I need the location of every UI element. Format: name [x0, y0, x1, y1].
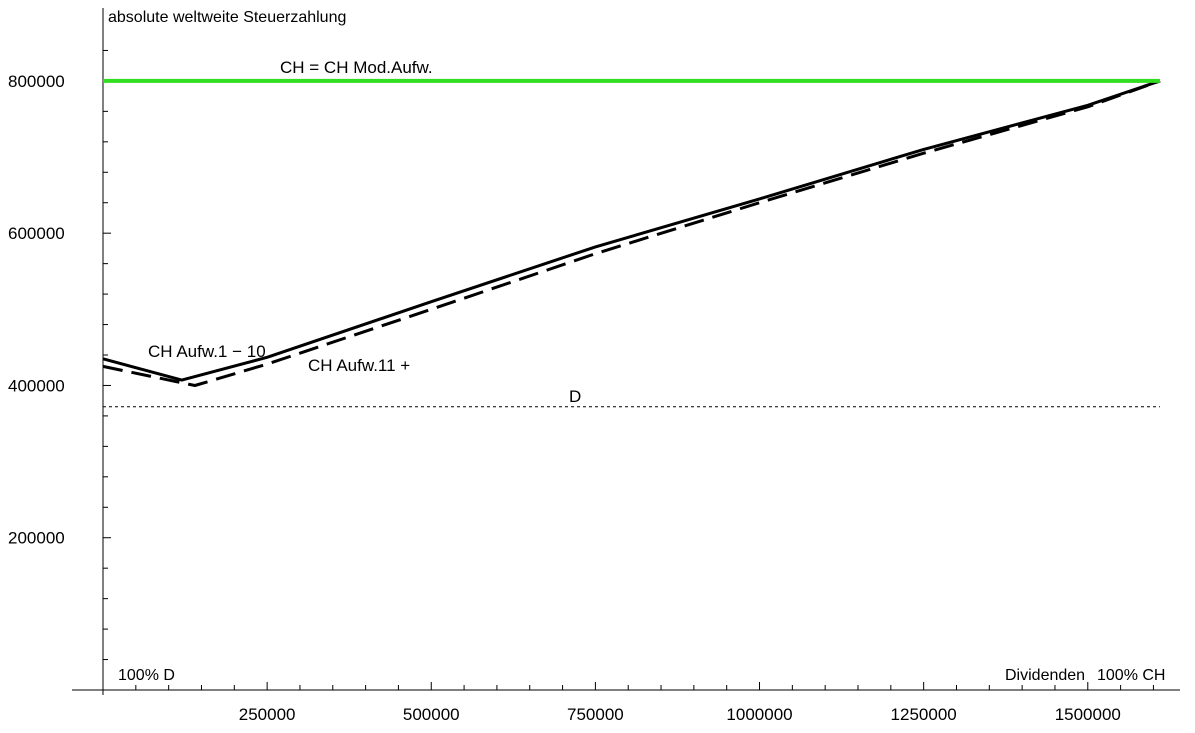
- corner-right-label: 100% CH: [1097, 667, 1165, 684]
- y-tick-label: 600000: [8, 224, 65, 243]
- series-layer: [102, 78, 1161, 408]
- series-line-dashed-black: [102, 79, 1161, 387]
- series-label-solid: CH Aufw.1 − 10: [148, 342, 266, 361]
- y-tick-label: 400000: [8, 376, 65, 395]
- x-tick-label: 1500000: [1055, 705, 1121, 724]
- x-tick-label: 250000: [239, 705, 296, 724]
- y-tick-label: 800000: [8, 72, 65, 91]
- minor-ticks: [103, 49, 1154, 690]
- x-tick-label: 750000: [567, 705, 624, 724]
- series-label-green: CH = CH Mod.Aufw.: [280, 58, 433, 77]
- x-tick-label: 1000000: [726, 705, 792, 724]
- series-line-solid-black: [102, 79, 1161, 382]
- x-tick-label: 500000: [403, 705, 460, 724]
- x-tick-label: 1250000: [891, 705, 957, 724]
- y-axis-title: absolute weltweite Steuerzahlung: [108, 9, 346, 26]
- series-label-dashed: CH Aufw.11 +: [308, 356, 410, 375]
- x-axis-title: Dividenden: [1005, 667, 1085, 684]
- tick-labels: 250000 500000 750000 1000000 1250000 1500000 2…: [8, 72, 1121, 724]
- series-label-dotted: D: [569, 387, 581, 406]
- corner-left-label: 100% D: [118, 667, 175, 684]
- y-tick-label: 200000: [8, 529, 65, 548]
